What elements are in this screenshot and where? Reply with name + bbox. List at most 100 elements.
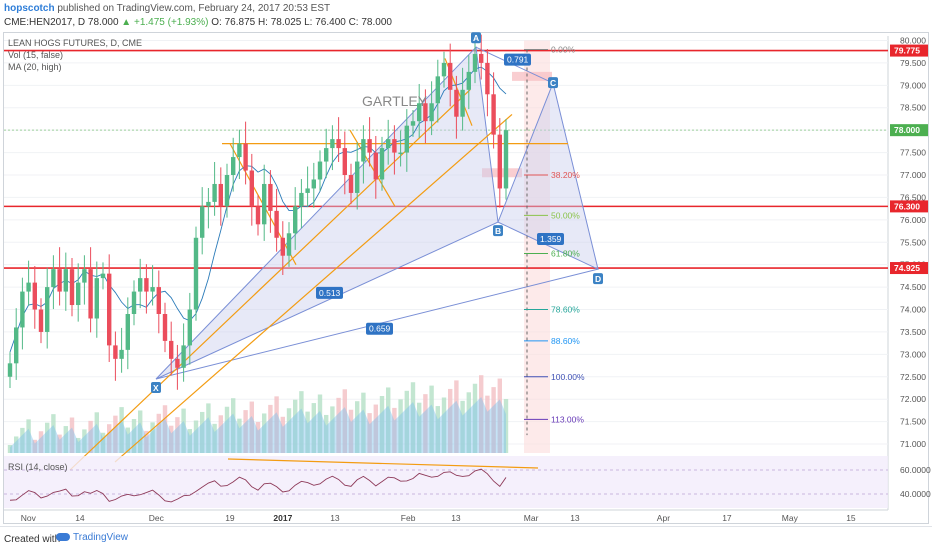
candle-body (51, 269, 56, 288)
candle-body (193, 237, 199, 310)
candle-body (280, 237, 285, 256)
candle-body (88, 269, 93, 319)
candle-body (293, 206, 298, 234)
candle-body (156, 287, 161, 314)
volume-bar (57, 434, 62, 453)
volume-bar (423, 394, 428, 453)
volume-bar (336, 397, 341, 453)
volume-bar (367, 413, 372, 453)
candle-body (361, 139, 366, 162)
tradingview-logo[interactable]: TradingView (56, 532, 128, 543)
candle-body (299, 192, 304, 207)
price-tag (890, 200, 928, 213)
candle-body (472, 53, 478, 72)
candle-body (423, 103, 428, 122)
volume-bar (317, 394, 323, 453)
author-link[interactable]: hopscotch (4, 3, 55, 14)
pattern-bcd-triangle (497, 81, 599, 271)
x-tick-label: 14 (75, 513, 85, 523)
ratio-badge (504, 53, 531, 66)
candle-body (32, 282, 37, 310)
candle-body (206, 201, 211, 207)
volume-bar (76, 437, 81, 453)
candle-body (454, 89, 459, 117)
candle-body (410, 121, 416, 126)
legend-volume: Vol (15, false) (8, 50, 64, 60)
volume-bar (82, 429, 87, 453)
y-tick-label: 72.000 (900, 394, 926, 404)
price-tag-label: 79.775 (894, 46, 920, 56)
candle-body (255, 206, 261, 225)
volume-bar (262, 413, 267, 453)
candle-body (336, 139, 341, 149)
fib-level-label: 88.60% (551, 336, 580, 346)
price-tag (890, 262, 928, 275)
ratio-label: 1.359 (540, 234, 562, 244)
x-tick-label: 13 (330, 513, 340, 523)
candle-body (262, 183, 267, 225)
fib-level-label: 0.00% (551, 44, 576, 54)
point-badge (493, 225, 503, 237)
volume-bar (348, 409, 354, 453)
ohlc-values: O: 76.875 H: 78.025 L: 76.400 C: 78.000 (211, 17, 392, 28)
x-tick-label: 2017 (273, 513, 292, 523)
volume-bar (7, 445, 13, 453)
volume-bar (373, 404, 378, 453)
candle-body (373, 152, 378, 180)
fib-level-label: 61.80% (551, 248, 580, 258)
volume-bar (162, 405, 168, 453)
volume-bar (274, 396, 279, 453)
y-tick-label: 73.000 (900, 349, 926, 359)
candle-body (268, 183, 273, 211)
volume-bar (181, 408, 186, 453)
volume-bar (231, 398, 236, 453)
x-tick-label: Mar (524, 513, 539, 523)
candle-body (76, 282, 81, 306)
ratio-badge (366, 322, 393, 335)
volume-bar (466, 392, 471, 453)
candle-body (212, 183, 217, 202)
fib-level-label: 100.00% (551, 372, 585, 382)
rsi-tick-label: 40.0000 (900, 489, 931, 499)
fib-level-label: 113.00% (551, 414, 584, 424)
x-tick-label: May (782, 513, 799, 523)
volume-bar (237, 418, 242, 453)
candle-body (131, 291, 137, 314)
x-tick-label: 17 (722, 513, 732, 523)
legend-title: LEAN HOGS FUTURES, D, CME (8, 38, 143, 48)
candle-body (63, 269, 68, 292)
brand-name: TradingView (73, 532, 129, 543)
candle-body (317, 161, 323, 180)
footer-bar: Created with TradingView (0, 526, 932, 551)
volume-bar (69, 417, 75, 453)
symbol-name: CME:HEN2017, D (4, 17, 86, 28)
y-tick-label: 71.000 (900, 439, 926, 449)
volume-bar (38, 431, 44, 453)
candle-body (125, 314, 130, 350)
candle-body (26, 282, 31, 292)
candle-body (305, 188, 310, 193)
price-chart[interactable]: 71.000 71.500 72.000 72.500 73.000 73.500 74.0… (0, 0, 932, 526)
volume-bar (156, 413, 161, 453)
y-tick-label: 78.500 (900, 103, 926, 113)
fib-level-label: 78.60% (551, 305, 580, 315)
point-badge (471, 32, 481, 44)
publish-info: published on TradingView.com, February 2… (57, 3, 331, 14)
candle-body (392, 139, 397, 153)
volume-bar (113, 415, 118, 453)
candle-body (119, 349, 124, 359)
volume-bar (268, 404, 273, 453)
candle-body (237, 143, 242, 158)
candle-body (311, 179, 316, 189)
x-tick-label: 19 (225, 513, 235, 523)
volume-bar (138, 410, 143, 453)
candle-body (460, 89, 465, 117)
candle-body (249, 170, 254, 207)
volume-bar (293, 399, 298, 453)
volume-bar (63, 426, 68, 453)
volume-bar (175, 417, 180, 453)
volume-bar (286, 408, 292, 453)
candle-body (107, 273, 112, 346)
y-tick-label: 80.000 (900, 35, 926, 45)
candle-body (138, 278, 143, 292)
